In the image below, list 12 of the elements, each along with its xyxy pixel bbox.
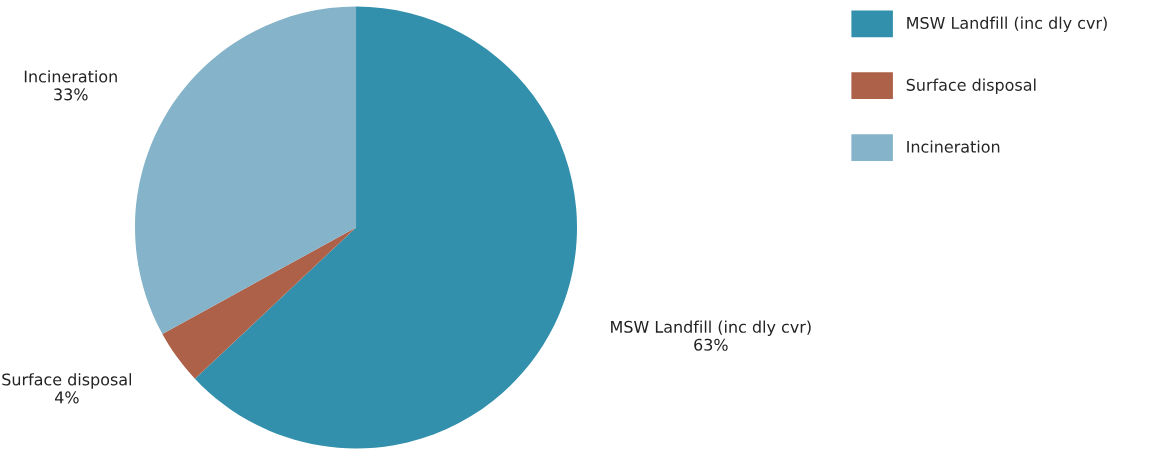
legend-label: Incineration bbox=[907, 140, 1000, 153]
pie-slice bbox=[194, 6, 578, 449]
data-label: 4% bbox=[55, 391, 79, 404]
data-label: 63% bbox=[694, 338, 728, 351]
legend-label: Surface disposal bbox=[906, 78, 1036, 94]
legend-label: MSW Landfill (inc dly cvr) bbox=[907, 16, 1107, 33]
slice-label: MSW Landfill (inc dly cvr) bbox=[611, 320, 811, 336]
data-label: 33% bbox=[54, 88, 88, 101]
slice-label: Incineration bbox=[24, 70, 117, 83]
slice-label: Surface disposal bbox=[2, 373, 132, 389]
pie-slice bbox=[135, 6, 357, 334]
pie-slice bbox=[162, 227, 357, 379]
